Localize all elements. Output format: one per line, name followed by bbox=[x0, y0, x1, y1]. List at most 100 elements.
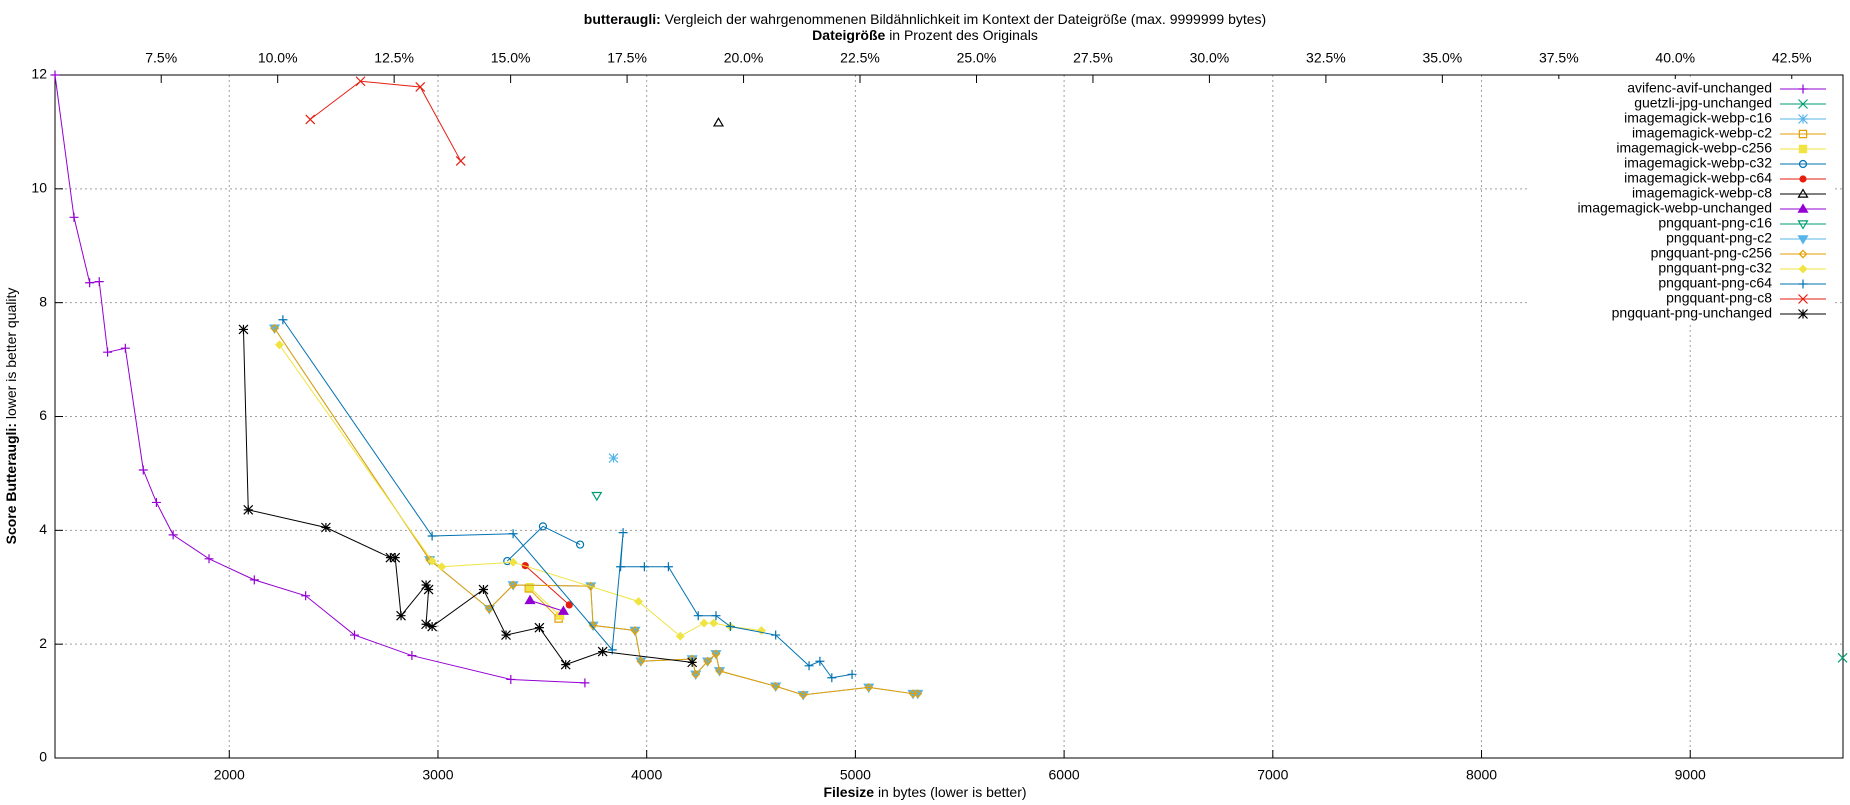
x2-label-bold: Dateigröße bbox=[812, 27, 885, 43]
data-point bbox=[94, 277, 104, 287]
x2-tick-label: 42.5% bbox=[1772, 50, 1812, 66]
data-point bbox=[687, 657, 698, 668]
data-point bbox=[478, 584, 489, 595]
data-point bbox=[827, 673, 837, 683]
y-tick-label: 12 bbox=[31, 66, 47, 82]
series-line bbox=[529, 586, 561, 617]
data-point bbox=[415, 82, 426, 92]
x2-tick-label: 15.0% bbox=[491, 50, 531, 66]
data-point bbox=[508, 557, 518, 567]
data-point bbox=[506, 674, 516, 684]
legend-marker bbox=[1798, 294, 1808, 304]
legend-label: pngquant-png-c8 bbox=[1666, 290, 1772, 306]
data-point bbox=[636, 656, 646, 666]
data-point bbox=[320, 522, 331, 533]
series-line bbox=[242, 329, 693, 666]
data-point bbox=[580, 678, 590, 688]
x2-tick-label: 35.0% bbox=[1423, 50, 1463, 66]
x2-tick-label: 30.0% bbox=[1190, 50, 1230, 66]
data-point bbox=[385, 552, 396, 563]
data-point bbox=[639, 562, 649, 572]
legend-marker bbox=[1798, 129, 1808, 139]
data-point bbox=[524, 594, 536, 605]
data-point bbox=[427, 556, 437, 566]
chart-title: butteraugli: Vergleich der wahrgenommene… bbox=[584, 11, 1266, 27]
series-line bbox=[274, 328, 918, 696]
data-point bbox=[608, 453, 619, 463]
data-point bbox=[120, 343, 130, 353]
x2-tick-label: 12.5% bbox=[374, 50, 414, 66]
data-point bbox=[699, 618, 709, 628]
x2-tick-label: 32.5% bbox=[1306, 50, 1346, 66]
data-point bbox=[421, 580, 432, 590]
data-point bbox=[427, 621, 438, 632]
data-point bbox=[798, 690, 808, 700]
data-point bbox=[576, 540, 585, 549]
legend-label: imagemagick-webp-c256 bbox=[1616, 140, 1772, 156]
data-point bbox=[663, 562, 673, 572]
series-line bbox=[54, 74, 585, 684]
data-point bbox=[270, 323, 280, 333]
x2-tick-label: 22.5% bbox=[840, 50, 880, 66]
legend-marker bbox=[1798, 99, 1808, 109]
x-tick-label: 7000 bbox=[1257, 767, 1288, 783]
x2-tick-label: 27.5% bbox=[1073, 50, 1113, 66]
legend-marker bbox=[1798, 309, 1808, 319]
data-point bbox=[69, 212, 79, 222]
data-point bbox=[484, 604, 494, 614]
data-point bbox=[508, 580, 518, 590]
data-point bbox=[634, 597, 643, 606]
data-point bbox=[771, 630, 781, 640]
data-point bbox=[913, 689, 923, 699]
data-point bbox=[709, 618, 719, 628]
data-point bbox=[1837, 652, 1848, 663]
legend-marker bbox=[1797, 188, 1809, 198]
series-line bbox=[529, 599, 564, 612]
data-point bbox=[557, 605, 569, 615]
data-point bbox=[407, 651, 417, 661]
title-text: Vergleich der wahrgenommenen Bildähnlich… bbox=[665, 11, 1267, 27]
x-tick-label: 9000 bbox=[1675, 767, 1706, 783]
x-tick-label: 5000 bbox=[840, 767, 871, 783]
x-tick-label: 2000 bbox=[214, 767, 245, 783]
y-tick-label: 10 bbox=[31, 180, 47, 196]
legend-marker bbox=[1798, 159, 1808, 169]
data-point bbox=[437, 562, 447, 572]
data-point bbox=[712, 117, 725, 127]
data-point bbox=[168, 530, 178, 540]
legend-label: avifenc-avif-unchanged bbox=[1627, 80, 1772, 96]
data-point bbox=[396, 610, 406, 621]
data-point bbox=[757, 626, 766, 635]
legend-marker bbox=[1798, 249, 1808, 259]
data-point bbox=[249, 575, 259, 585]
data-point bbox=[305, 114, 316, 125]
legend-label: imagemagick-webp-c2 bbox=[1632, 125, 1772, 141]
data-point bbox=[586, 581, 596, 591]
x-label-text: in bytes (lower is better) bbox=[878, 784, 1027, 800]
legend-label: imagemagick-webp-c16 bbox=[1624, 110, 1772, 126]
data-point bbox=[675, 631, 685, 641]
legend-label: imagemagick-webp-c64 bbox=[1624, 170, 1772, 186]
y-tick-label: 4 bbox=[39, 521, 47, 537]
data-point bbox=[560, 659, 571, 670]
plot-frame bbox=[54, 74, 1844, 759]
series-line bbox=[309, 80, 462, 162]
legend-label: pngquant-png-c2 bbox=[1666, 230, 1772, 246]
data-point bbox=[151, 497, 161, 507]
x2-tick-label: 40.0% bbox=[1655, 50, 1695, 66]
legend-marker bbox=[1798, 114, 1808, 124]
data-point bbox=[501, 630, 511, 640]
data-point bbox=[815, 656, 825, 666]
series-line bbox=[506, 525, 581, 562]
data-point bbox=[274, 340, 284, 350]
y-tick-label: 6 bbox=[39, 407, 47, 423]
legend-label: pngquant-png-c16 bbox=[1658, 215, 1772, 231]
x2-tick-label: 37.5% bbox=[1539, 50, 1579, 66]
y-tick-label: 0 bbox=[39, 749, 47, 765]
series-line bbox=[528, 588, 559, 619]
data-point bbox=[618, 528, 628, 538]
data-point bbox=[243, 504, 254, 515]
data-point bbox=[390, 552, 401, 563]
data-point bbox=[711, 611, 721, 621]
legend-marker bbox=[1799, 175, 1807, 183]
